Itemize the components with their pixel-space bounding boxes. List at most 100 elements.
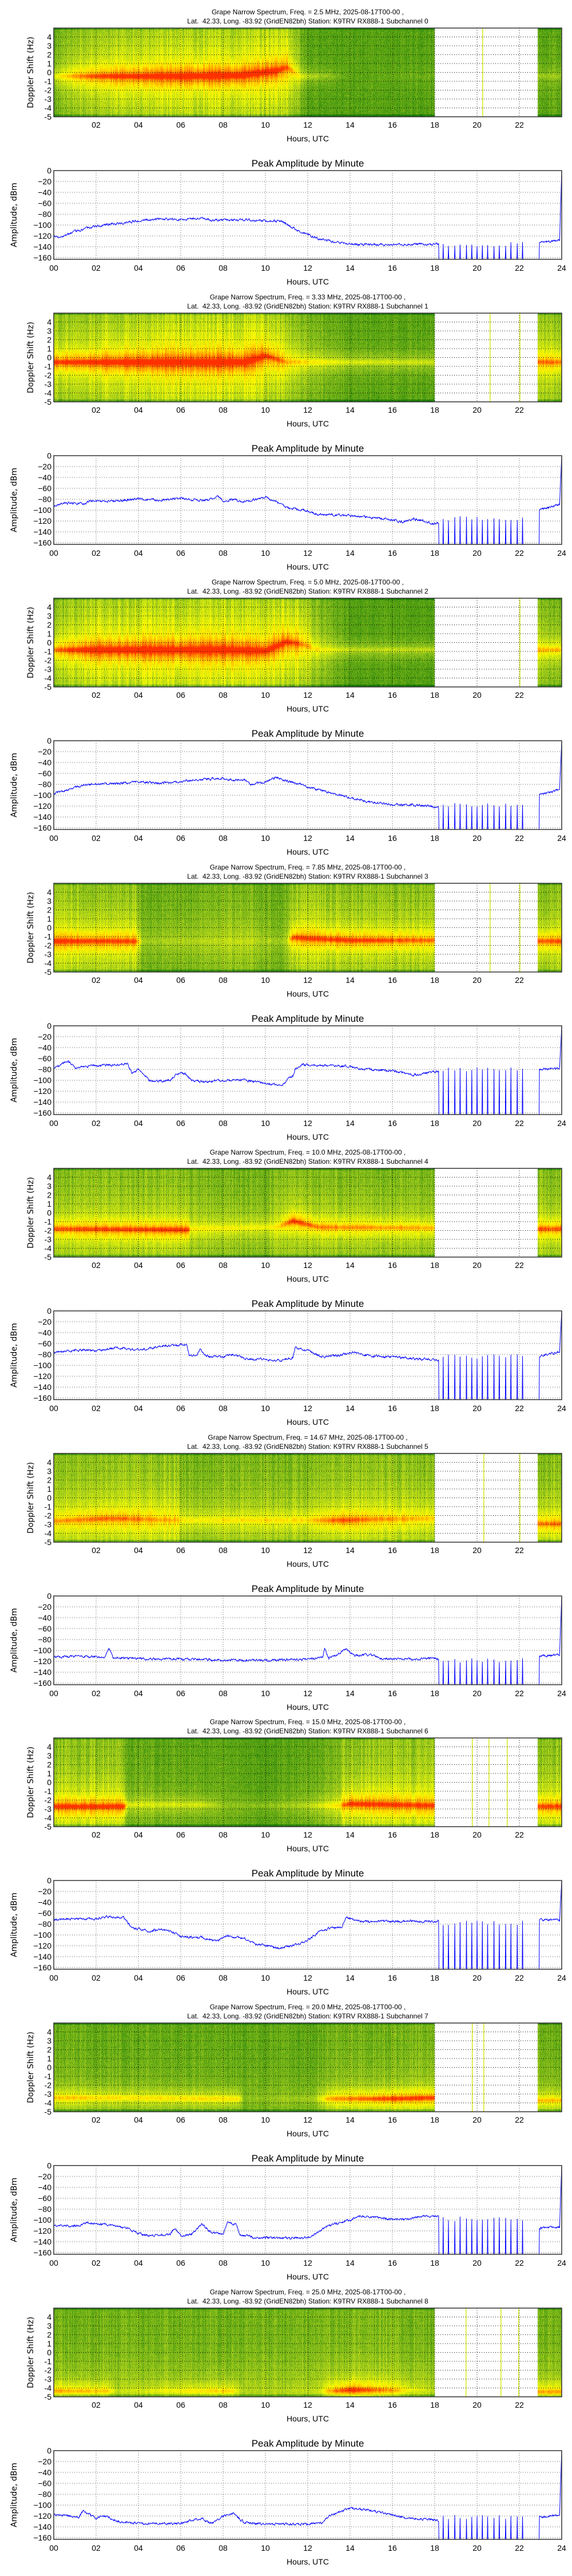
y-tick-label: 0 [47,68,51,77]
amplitude-series-line [53,455,562,545]
x-tick-label: 02 [92,1973,101,1982]
x-tick-label: 00 [49,2258,58,2267]
y-axis-label: Doppler Shift (Hz) [26,1462,35,1534]
x-tick-label: 00 [49,263,58,272]
x-tick-label: 12 [303,1261,312,1270]
x-tick-label: 08 [219,2543,228,2553]
y-tick-label: −160 [33,1108,51,1117]
x-tick-label: 20 [472,690,482,700]
channel-block: Grape Narrow Spectrum, Freq. = 10.0 MHz,… [0,1140,572,1425]
x-tick-label: 10 [261,1546,270,1555]
x-tick-label: 22 [515,2115,524,2124]
y-tick-label: 0 [47,638,51,647]
y-axis-label: Doppler Shift (Hz) [26,1747,35,1818]
x-tick-label: 04 [134,1404,143,1413]
y-tick-label: −20 [38,2172,51,2181]
y-axis-label: Doppler Shift (Hz) [26,892,35,963]
y-tick-label: 2 [47,2330,51,2340]
y-tick-label: 4 [47,602,51,611]
y-tick-label: 0 [47,736,51,745]
x-tick-label: 22 [515,2258,524,2267]
x-tick-label: 10 [261,548,270,558]
y-tick-label: 0 [47,1493,51,1502]
x-tick-label: 10 [261,405,270,414]
y-tick-label: 1 [47,2339,51,2348]
x-tick-label: 10 [261,1404,270,1413]
y-tick-label: 3 [47,1751,51,1760]
x-axis-label: Hours, UTC [287,2129,329,2138]
x-tick-label: 16 [388,1973,397,1982]
x-tick-label: 20 [472,405,482,414]
y-tick-label: −160 [33,1393,51,1402]
y-tick-label: 4 [47,1172,51,1182]
y-tick-label: −100 [33,220,51,230]
y-tick-label: 3 [47,611,51,621]
y-tick-label: −140 [33,1097,51,1107]
x-tick-label: 20 [472,120,482,129]
amplitude-chart-title: Peak Amplitude by Minute [252,1013,364,1024]
y-tick-label: 4 [47,2313,51,2322]
y-tick-label: 3 [47,896,51,906]
y-tick-label: -1 [45,1217,52,1226]
channel-axes: 02 04 06 08 10 12 14 16 18 20 2243210-1-2-3-4-5Hou… [10,882,566,1140]
amplitude-chart-title: Peak Amplitude by Minute [252,158,364,169]
y-axis-label: Doppler Shift (Hz) [26,322,35,393]
channel-block: Grape Narrow Spectrum, Freq. = 2.5 MHz, … [0,0,572,285]
x-tick-label: 18 [430,690,439,700]
y-tick-label: 0 [47,1021,51,1030]
y-tick-label: −20 [38,1602,51,1611]
y-tick-label: -2 [45,2081,52,2090]
amplitude-series-line [53,1025,562,1115]
y-tick-label: -3 [45,665,52,674]
x-tick-label: 02 [92,833,101,843]
x-tick-label: 04 [134,120,143,129]
y-tick-label: 2 [47,905,51,914]
x-tick-label: 14 [345,1404,355,1413]
y-tick-label: −20 [38,747,51,756]
x-tick-label: 04 [134,2258,143,2267]
x-tick-label: 14 [345,2543,355,2553]
x-tick-label: 20 [472,263,482,272]
y-tick-label: 1 [47,2054,51,2063]
y-tick-label: −80 [38,495,51,504]
y-tick-label: -2 [45,1511,52,1520]
spectrogram-title-line1: Grape Narrow Spectrum, Freq. = 10.0 MHz,… [209,1148,406,1156]
channel-block: Grape Narrow Spectrum, Freq. = 3.33 MHz,… [0,285,572,570]
y-axis-label: Amplitude, dBm [10,1893,19,1958]
y-tick-label: -2 [45,370,52,380]
y-tick-label: −120 [33,2226,51,2235]
channel-axes: 02 04 06 08 10 12 14 16 18 20 2243210-1-2-3-4-5Hou… [10,27,566,285]
x-tick-label: 24 [557,2258,566,2267]
x-tick-label: 08 [219,1546,228,1555]
x-axis-label: Hours, UTC [287,2272,329,2280]
y-tick-label: -5 [45,2392,52,2401]
y-axis-label: Amplitude, dBm [10,183,19,247]
x-tick-label: 20 [472,833,482,843]
x-axis-label: Hours, UTC [287,2557,329,2565]
y-tick-label: −160 [33,538,51,547]
x-tick-label: 16 [388,1546,397,1555]
x-tick-label: 14 [345,263,355,272]
y-tick-label: −100 [33,2500,51,2510]
channel-block: Grape Narrow Spectrum, Freq. = 20.0 MHz,… [0,1995,572,2280]
spectrogram-title-line1: Grape Narrow Spectrum, Freq. = 3.33 MHz,… [209,293,406,301]
x-tick-label: 06 [176,263,185,272]
x-tick-label: 24 [557,548,566,558]
x-tick-label: 14 [345,690,355,700]
amplitude-frame [53,1595,562,1685]
x-tick-label: 14 [345,1689,355,1698]
y-tick-label: -4 [45,388,52,397]
x-tick-label: 06 [176,405,185,414]
x-tick-label: 08 [219,1119,228,1128]
x-tick-label: 08 [219,405,228,414]
x-tick-label: 14 [345,1261,355,1270]
x-tick-label: 10 [261,1830,270,1839]
x-tick-label: 10 [261,975,270,985]
y-tick-label: −40 [38,1043,51,1052]
spectrogram-title-line1: Grape Narrow Spectrum, Freq. = 20.0 MHz,… [209,2003,406,2012]
x-tick-label: 16 [388,120,397,129]
channel-block: Grape Narrow Spectrum, Freq. = 15.0 MHz,… [0,1710,572,1995]
x-tick-label: 18 [430,1119,439,1128]
y-tick-label: 4 [47,1457,51,1467]
x-axis-label: Hours, UTC [287,277,329,285]
